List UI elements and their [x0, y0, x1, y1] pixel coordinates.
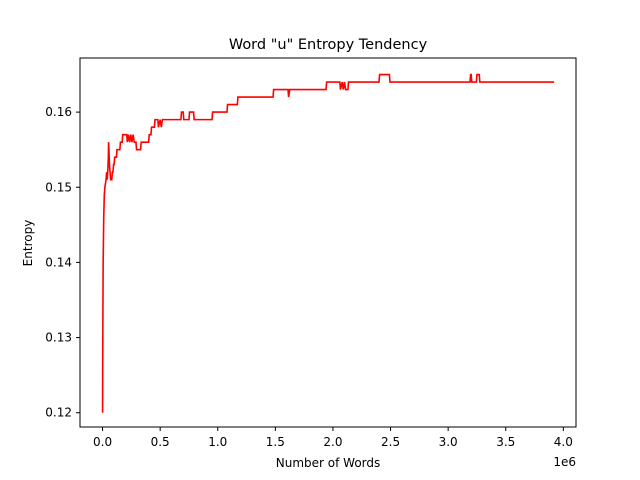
x-tick-label: 1.5	[266, 435, 285, 449]
y-tick-label: 0.15	[45, 180, 72, 194]
x-axis-title: Number of Words	[276, 456, 381, 470]
x-axis-ticks: 0.0 0.5 1.0 1.5 2.0 2.5 3.0 3.5 4.0	[93, 427, 573, 449]
x-tick-label: 4.0	[554, 435, 573, 449]
y-tick-label: 0.12	[45, 406, 72, 420]
chart-title: Word "u" Entropy Tendency	[229, 37, 428, 53]
x-tick-label: 3.5	[496, 435, 515, 449]
y-tick-label: 0.14	[45, 255, 72, 269]
series-line-0	[101, 73, 555, 413]
x-axis-offset-label: 1e6	[553, 455, 576, 469]
x-tick-label: 0.0	[93, 435, 112, 449]
y-axis-title: Entropy	[21, 220, 35, 267]
y-tick-label: 0.13	[45, 331, 72, 345]
x-tick-label: 2.5	[381, 435, 400, 449]
y-tick-label: 0.16	[45, 105, 72, 119]
x-tick-label: 3.0	[439, 435, 458, 449]
x-tick-label: 2.0	[323, 435, 342, 449]
x-tick-label: 0.5	[151, 435, 170, 449]
x-tick-label: 1.0	[208, 435, 227, 449]
axes-frame	[79, 57, 577, 428]
y-axis-ticks: 0.12 0.13 0.14 0.15 0.16	[45, 105, 80, 420]
plot-area	[101, 73, 555, 413]
